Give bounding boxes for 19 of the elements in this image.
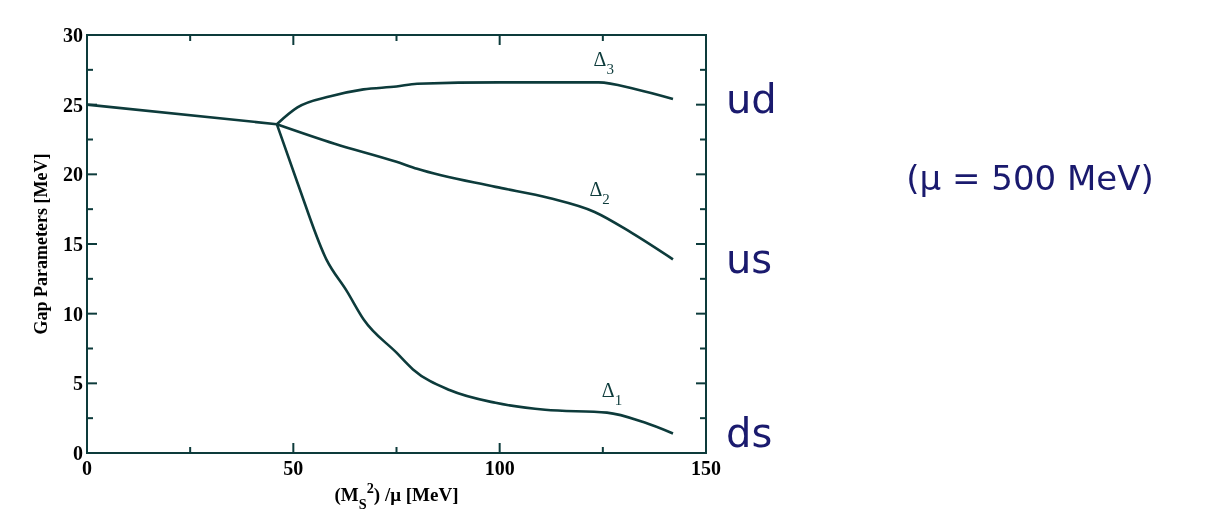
y-tick-label: 10 [63,302,83,325]
y-tick-label: 0 [73,442,83,464]
y-axis-title: Gap Parameters [MeV] [31,153,51,335]
y-tick-label: 25 [63,93,83,116]
series-label: Δ$_{1}$ [601,378,623,408]
x-axis-title: (M$_{S}$$^{2}$) /μ [MeV] [334,480,459,512]
series-label: Δ$_{2}$ [589,177,610,207]
y-tick-label: 30 [63,24,83,46]
text: ud [726,76,777,123]
x-tick-label: 50 [283,457,304,479]
text: us [726,236,773,283]
y-tick-label: 20 [63,163,83,186]
x-tick-label: 100 [484,457,515,479]
legend-label: Δ$_{3}$ [593,48,614,78]
y-tick-label: 15 [63,233,83,255]
x-tick-label: 150 [691,457,721,479]
y-tick-label: 5 [73,372,83,395]
text: ds [726,410,773,457]
text: (μ = 500 MeV) [906,158,1154,198]
